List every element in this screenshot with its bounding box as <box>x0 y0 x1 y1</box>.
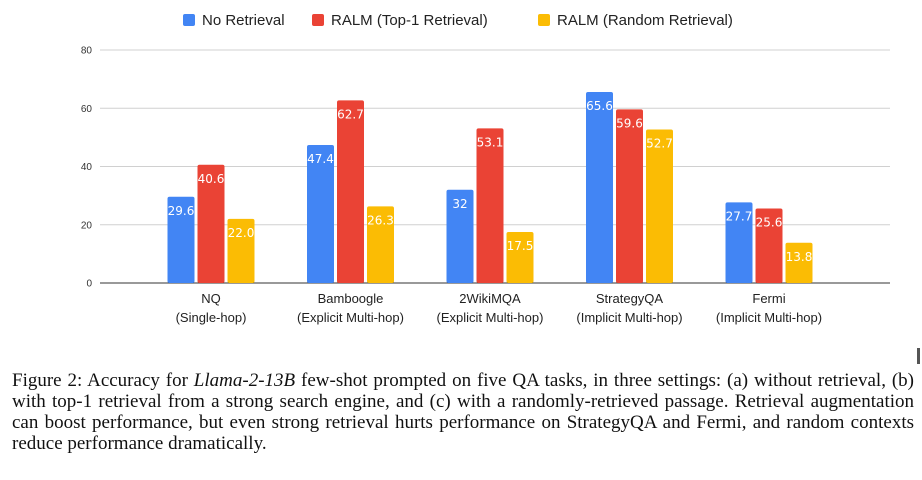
bar <box>725 202 753 283</box>
y-tick-label: 40 <box>81 162 93 173</box>
bar <box>755 208 783 283</box>
x-category-sublabel: (Explicit Multi-hop) <box>437 310 544 325</box>
x-category-label: 2WikiMQA <box>459 291 521 306</box>
x-category-label: StrategyQA <box>596 291 664 306</box>
data-labels: 29.6 40.6 22.0 47.4 62.7 26.3 32 53.1 17.5 65.659… <box>168 99 813 264</box>
x-category-sublabel: (Implicit Multi-hop) <box>576 310 682 325</box>
bar-chart: No Retrieval RALM (Top-1 Retrieval) RALM (… <box>81 12 890 325</box>
x-category-sublabel: (Explicit Multi-hop) <box>297 310 404 325</box>
bar-value-label: 40.6 <box>198 172 225 186</box>
bar <box>197 164 225 283</box>
bar <box>476 128 504 283</box>
bar <box>167 196 195 283</box>
x-category-label: Bamboogle <box>318 291 384 306</box>
y-tick-label: 0 <box>86 279 92 290</box>
bar <box>785 242 813 283</box>
bar-value-label: 26.3 <box>367 213 394 227</box>
legend-label: RALM (Random Retrieval) <box>557 12 733 29</box>
bar <box>307 144 334 283</box>
x-category-label: Fermi <box>752 291 785 306</box>
bar-value-label: 25.6 <box>756 215 783 229</box>
legend-label: No Retrieval <box>202 12 285 29</box>
figure-caption: Figure 2: Accuracy for Llama-2-13B few-s… <box>12 370 914 454</box>
x-category-sublabel: (Implicit Multi-hop) <box>716 310 822 325</box>
bar-value-label: 29.6 <box>168 204 195 218</box>
bar-value-label: 32 <box>452 197 467 211</box>
chart-legend: No Retrieval RALM (Top-1 Retrieval) RALM (… <box>183 12 733 29</box>
bar-value-label: 59.6 <box>616 116 643 130</box>
caption-prefix: Figure 2: Accuracy for <box>12 370 194 391</box>
bar <box>646 129 673 283</box>
bar-value-label: 17.5 <box>507 239 534 253</box>
bar <box>616 109 643 283</box>
bar <box>586 91 613 283</box>
legend-label: RALM (Top-1 Retrieval) <box>331 12 488 29</box>
bar-value-label: 65.6 <box>586 99 613 113</box>
x-axis-categories: NQ (Single-hop) Bamboogle (Explicit Multi-h… <box>176 291 823 325</box>
caption-body: few-shot prompted on five QA tasks, in t… <box>12 370 914 454</box>
y-tick-label: 80 <box>81 46 93 57</box>
bar <box>506 232 534 283</box>
bar-value-label: 62.7 <box>337 107 364 121</box>
bar-value-label: 22.0 <box>228 226 255 240</box>
legend-swatch <box>312 14 324 26</box>
bar-value-label: 27.7 <box>726 209 753 223</box>
caption-model-name: Llama-2-13B <box>193 370 296 391</box>
bar <box>227 218 255 283</box>
y-axis-ticks: 0 20 40 60 80 <box>81 46 93 290</box>
scrollbar-marker[interactable] <box>917 348 920 364</box>
y-tick-label: 60 <box>81 104 93 115</box>
bar-value-label: 52.7 <box>646 137 673 151</box>
bar-value-label: 47.4 <box>307 152 334 166</box>
bar <box>446 189 474 283</box>
bar-value-label: 53.1 <box>477 135 504 149</box>
bar-value-label: 13.8 <box>786 250 813 264</box>
bar <box>367 206 394 283</box>
x-category-sublabel: (Single-hop) <box>176 310 247 325</box>
x-category-label: NQ <box>201 291 221 306</box>
legend-swatch <box>538 14 550 26</box>
legend-swatch <box>183 14 195 26</box>
bar <box>337 100 364 283</box>
chart-bars <box>167 91 813 283</box>
y-tick-label: 20 <box>81 220 93 231</box>
